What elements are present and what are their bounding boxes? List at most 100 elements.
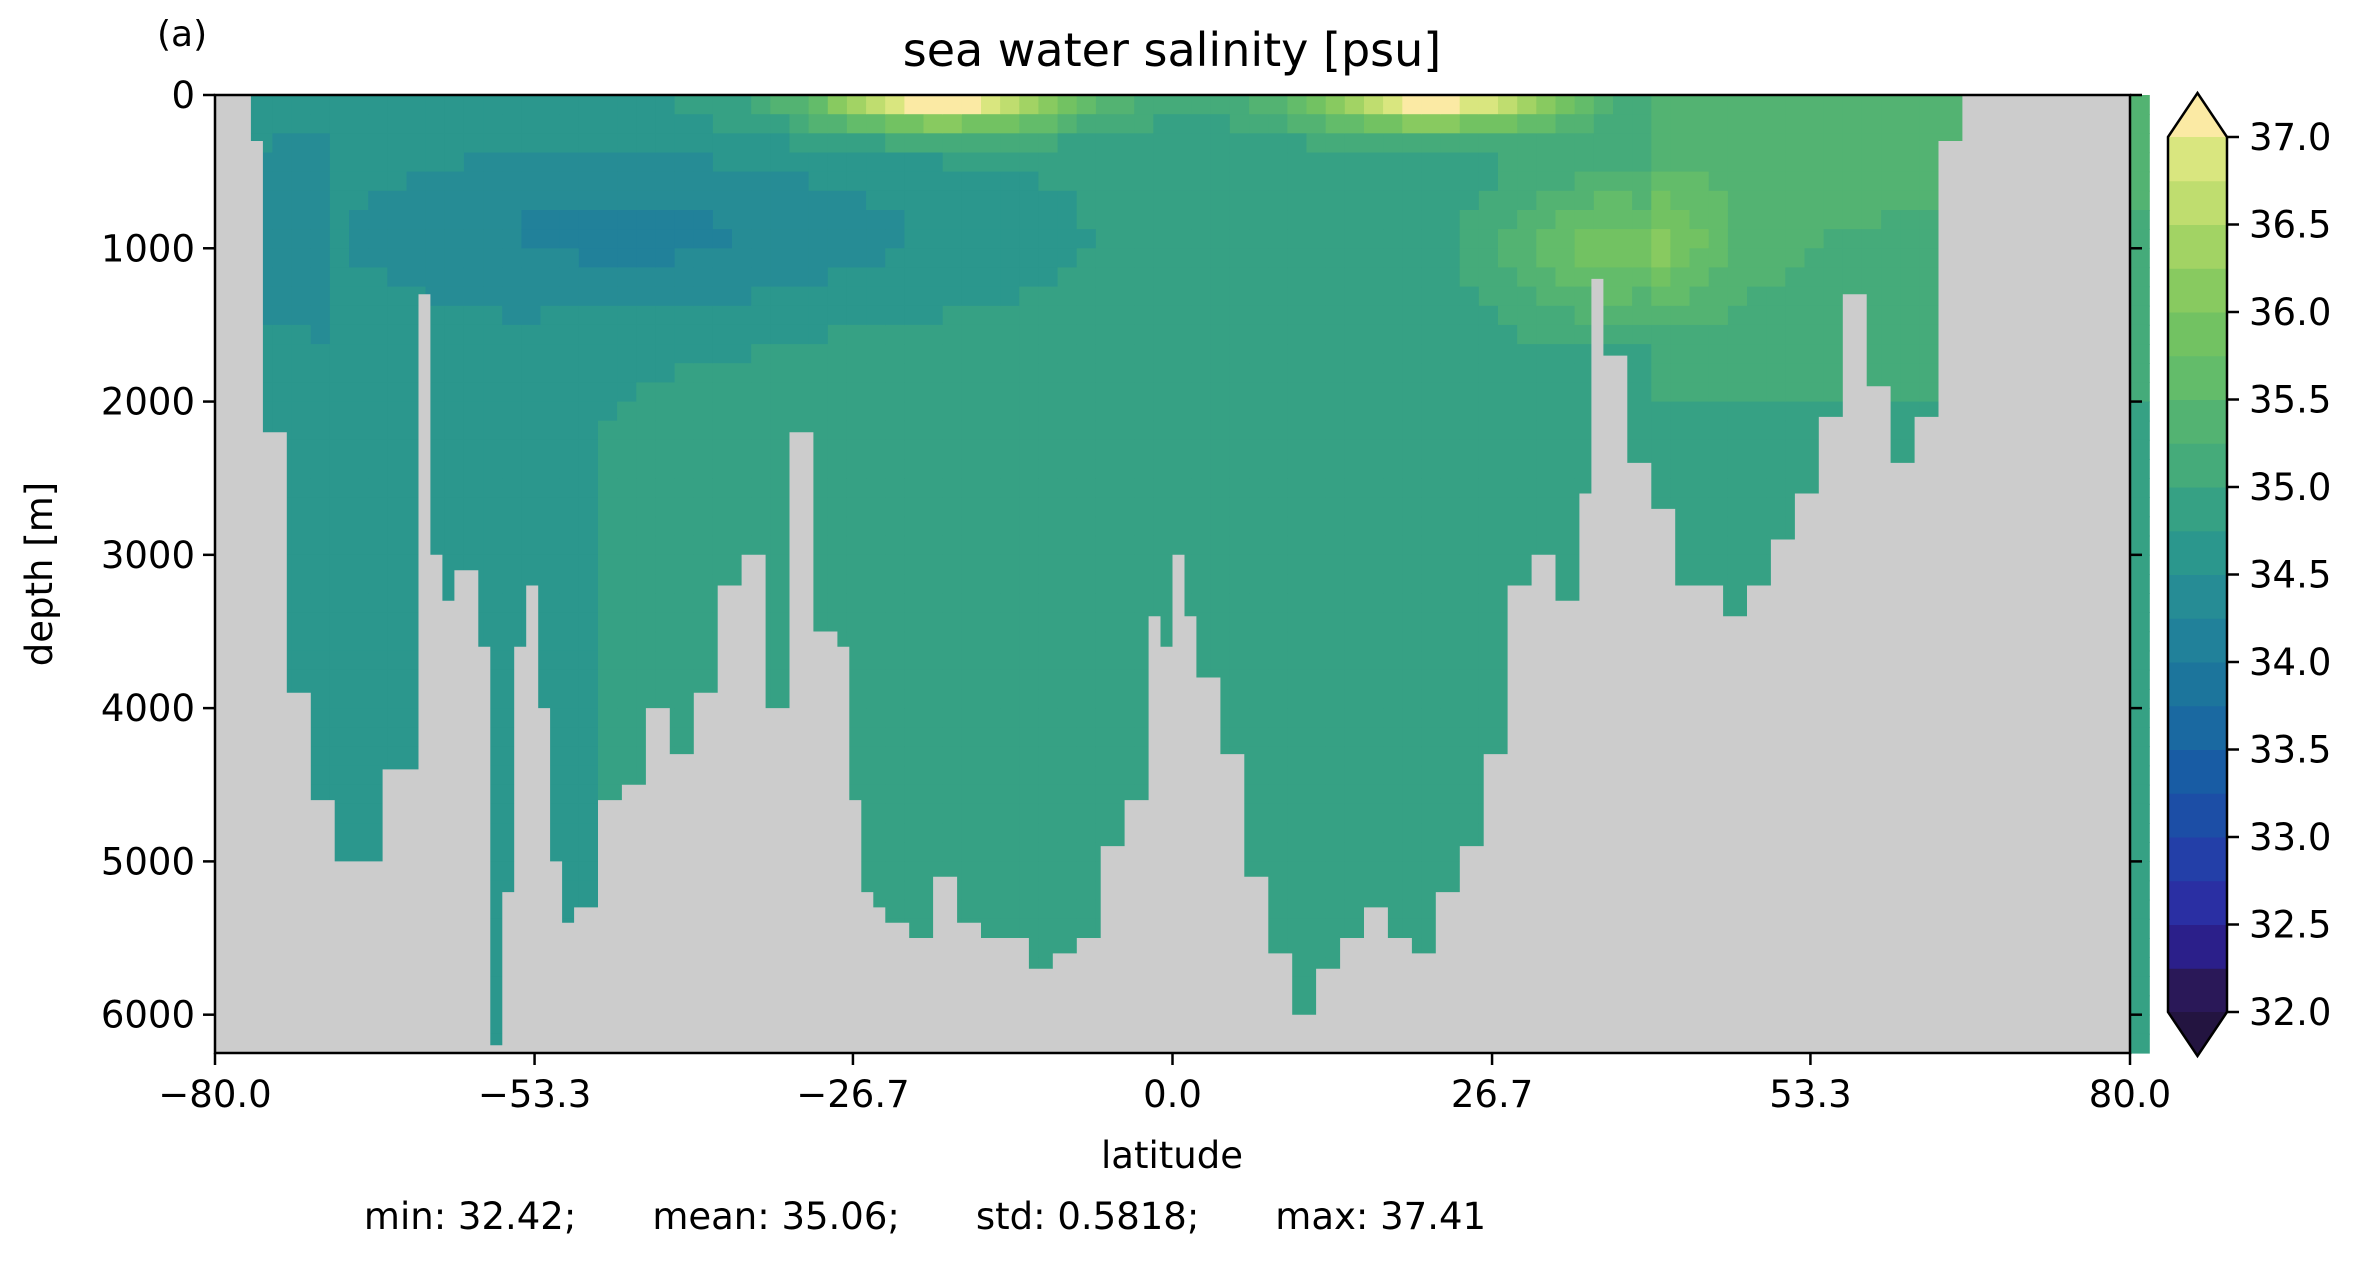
salinity-cell — [1440, 305, 1461, 326]
salinity-cell — [444, 305, 465, 326]
salinity-cell — [1402, 708, 1423, 728]
salinity-cell — [1134, 114, 1154, 134]
salinity-cell — [1287, 267, 1308, 288]
salinity-cell — [846, 248, 867, 269]
salinity-cell — [1364, 612, 1384, 633]
salinity-cell — [1440, 861, 1461, 882]
salinity-cell — [1191, 152, 1212, 173]
salinity-cell — [1076, 765, 1097, 786]
salinity-cell — [1076, 439, 1097, 460]
salinity-cell — [598, 401, 618, 422]
salinity-cell — [1057, 803, 1078, 824]
salinity-cell — [578, 171, 599, 192]
salinity-cell — [1498, 229, 1518, 249]
salinity-cell — [1459, 497, 1480, 518]
salinity-cell — [1440, 210, 1461, 230]
salinity-cell — [655, 286, 676, 307]
salinity-cell — [1000, 765, 1020, 786]
salinity-cell — [521, 401, 542, 422]
salinity-cell — [444, 229, 465, 249]
salinity-cell — [1861, 305, 1882, 326]
salinity-cell — [540, 554, 561, 575]
salinity-cell — [981, 420, 1001, 441]
salinity-cell — [521, 210, 542, 230]
salinity-cell — [349, 344, 369, 364]
salinity-cell — [1498, 497, 1518, 518]
salinity-cell — [1191, 382, 1212, 403]
salinity-cell — [1632, 95, 1652, 115]
salinity-cell — [1402, 574, 1423, 594]
salinity-cell — [636, 497, 657, 518]
salinity-cell — [1229, 171, 1250, 192]
salinity-cell — [272, 305, 293, 326]
salinity-cell — [329, 420, 350, 441]
salinity-cell — [1383, 708, 1403, 728]
salinity-cell — [598, 344, 618, 364]
salinity-cell — [1325, 727, 1346, 748]
salinity-cell — [1287, 420, 1308, 441]
salinity-cell — [827, 459, 848, 479]
salinity-cell — [1689, 382, 1710, 403]
salinity-cell — [483, 574, 503, 594]
salinity-cell — [1881, 324, 1901, 345]
salinity-cell — [732, 363, 752, 383]
salinity-cell — [1095, 114, 1116, 134]
salinity-cell — [272, 114, 293, 134]
salinity-cell — [1019, 497, 1039, 518]
salinity-cell — [1421, 382, 1442, 403]
salinity-cell — [770, 593, 790, 613]
salinity-cell — [674, 95, 695, 115]
salinity-cell — [885, 190, 905, 211]
salinity-cell — [1057, 324, 1078, 345]
salinity-cell — [559, 880, 580, 901]
salinity-cell — [1766, 497, 1786, 518]
salinity-cell — [1306, 439, 1327, 460]
salinity-cell — [1268, 612, 1288, 633]
salinity-cell — [521, 305, 542, 326]
salinity-cell — [1459, 459, 1480, 479]
salinity-cell — [521, 133, 542, 154]
salinity-cell — [693, 459, 714, 479]
salinity-cell — [1249, 497, 1269, 518]
salinity-cell — [463, 248, 484, 269]
salinity-cell — [1727, 382, 1748, 403]
salinity-cell — [1459, 535, 1480, 556]
salinity-cell — [1249, 593, 1269, 613]
salinity-cell — [1842, 133, 1863, 154]
salinity-cell — [674, 708, 695, 728]
salinity-cell — [1325, 612, 1346, 633]
salinity-cell — [329, 248, 350, 269]
salinity-cell — [732, 324, 752, 345]
salinity-cell — [1038, 478, 1059, 498]
salinity-cell — [1306, 459, 1327, 479]
salinity-cell — [1306, 478, 1327, 498]
salinity-cell — [1555, 478, 1576, 498]
salinity-cell — [559, 439, 580, 460]
salinity-cell — [1076, 190, 1097, 211]
salinity-cell — [1344, 133, 1365, 154]
salinity-cell — [712, 363, 733, 383]
salinity-cell — [1900, 363, 1920, 383]
salinity-cell — [521, 114, 542, 134]
salinity-cell — [732, 190, 752, 211]
salinity-cell — [1249, 689, 1269, 709]
salinity-cell — [1287, 803, 1308, 824]
salinity-cell — [617, 95, 637, 115]
salinity-cell — [463, 554, 484, 575]
salinity-cell — [1842, 190, 1863, 211]
salinity-cell — [578, 190, 599, 211]
salinity-cell — [1517, 248, 1537, 269]
salinity-cell — [981, 784, 1001, 805]
salinity-cell — [770, 363, 790, 383]
salinity-cell — [483, 439, 503, 460]
salinity-cell — [1249, 861, 1269, 882]
salinity-cell — [502, 114, 522, 134]
salinity-cell — [1555, 133, 1576, 154]
salinity-cell — [329, 689, 350, 709]
salinity-cell — [1747, 344, 1767, 364]
salinity-cell — [1747, 210, 1767, 230]
salinity-cell — [961, 286, 982, 307]
salinity-cell — [617, 746, 637, 767]
salinity-cell — [1057, 401, 1078, 422]
salinity-cell — [349, 248, 369, 269]
